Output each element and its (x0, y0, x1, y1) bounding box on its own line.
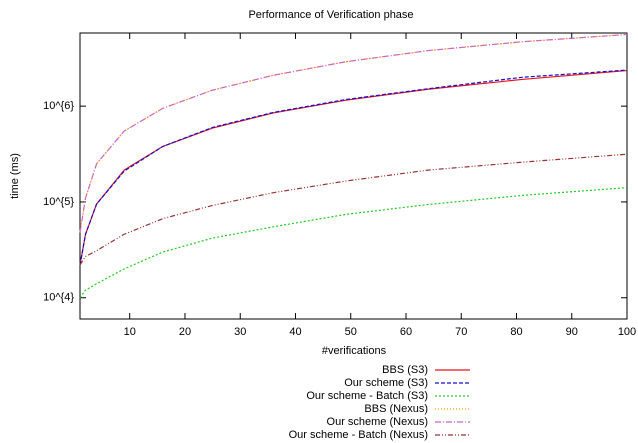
y-tick-label: 10^{4} (43, 292, 74, 304)
y-tick-label: 10^{6} (43, 100, 74, 112)
x-tick-label: 50 (345, 326, 357, 338)
legend-label: Our scheme (Nexus) (327, 416, 428, 428)
chart-title: Performance of Verification phase (248, 9, 413, 21)
x-tick-label: 10 (124, 326, 136, 338)
legend-label: Our scheme (S3) (344, 377, 428, 389)
legend-label: Our scheme - Batch (Nexus) (289, 429, 428, 441)
legend-label: BBS (Nexus) (364, 403, 428, 415)
y-axis-label: time (ms) (9, 153, 21, 199)
x-tick-label: 30 (234, 326, 246, 338)
x-tick-label: 100 (618, 326, 636, 338)
series-line (79, 33, 628, 233)
y-tick-label: 10^{5} (43, 196, 74, 208)
x-tick-label: 40 (289, 326, 301, 338)
x-tick-label: 60 (400, 326, 412, 338)
series-line (79, 33, 628, 233)
x-tick-label: 80 (510, 326, 522, 338)
series-line (79, 69, 628, 266)
x-tick-label: 20 (179, 326, 191, 338)
series-line (79, 153, 628, 266)
x-tick-label: 90 (566, 326, 578, 338)
series-line (79, 69, 628, 266)
legend-label: BBS (S3) (382, 364, 428, 376)
series-line (79, 187, 628, 299)
plot-frame (79, 32, 628, 320)
legend-label: Our scheme - Batch (S3) (306, 390, 428, 402)
x-axis-label: #verifications (322, 345, 387, 357)
x-tick-label: 70 (455, 326, 467, 338)
